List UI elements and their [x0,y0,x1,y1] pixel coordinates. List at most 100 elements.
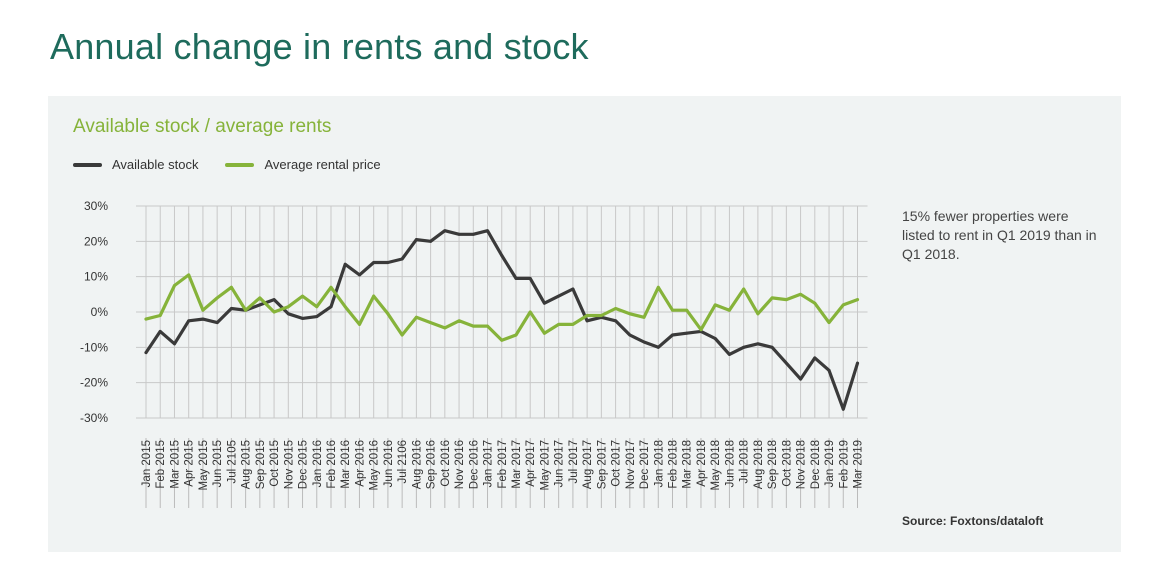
data-point-available-stock [571,287,575,291]
data-point-available-stock [514,277,518,280]
y-tick-label: -10% [80,340,108,354]
x-tick-label: Jan 2015 [141,440,153,487]
data-point-average-rental-price [656,285,660,289]
data-point-average-rental-price [856,298,859,302]
x-tick-label: Jul 2106 [397,440,409,483]
x-tick-label: Nov 2018 [796,440,808,489]
x-tick-label: Aug 2018 [753,440,765,489]
data-point-average-rental-price [343,305,347,309]
data-point-average-rental-price [443,326,447,330]
x-tick-label: Feb 2016 [326,440,338,489]
data-point-available-stock [443,229,447,233]
y-tick-label: 0% [91,305,109,319]
data-point-available-stock [585,319,589,323]
data-point-average-rental-price [414,315,418,319]
data-point-available-stock [144,351,148,355]
data-point-average-rental-price [642,315,646,319]
x-tick-label: Jun 2016 [383,440,395,487]
data-point-available-stock [301,316,304,320]
data-point-available-stock [756,342,760,346]
chart-title: Available stock / average rents [73,116,332,137]
x-tick-label: Feb 2019 [838,440,850,489]
x-tick-label: Dec 2017 [639,440,651,489]
data-point-available-stock [414,238,418,241]
x-tick-label: Apr 2017 [525,440,537,487]
data-point-average-rental-price [614,307,617,310]
data-point-average-rental-price [756,312,760,316]
data-point-available-stock [799,377,802,381]
data-point-available-stock [671,333,674,337]
data-point-average-rental-price [685,308,689,312]
x-tick-label: Sep 2017 [596,440,608,489]
data-point-average-rental-price [272,310,276,314]
x-tick-label: Jan 2016 [312,440,324,487]
y-tick-label: 10% [84,270,108,284]
x-tick-label: Jul 2018 [739,440,751,483]
chart-legend: Available stock Average rental price [73,157,408,172]
data-point-average-rental-price [429,321,432,324]
data-point-available-stock [201,317,205,321]
data-point-available-stock [457,232,461,236]
data-point-available-stock [784,361,788,365]
x-tick-label: Jan 2017 [483,440,495,487]
x-tick-label: Mar 2015 [169,440,181,489]
x-tick-label: Oct 2015 [269,440,281,487]
data-point-average-rental-price [173,284,176,287]
data-point-average-rental-price [827,321,831,324]
data-point-average-rental-price [500,338,504,342]
data-point-average-rental-price [784,298,788,302]
x-tick-label: Aug 2017 [582,440,594,489]
data-point-available-stock [557,294,561,298]
data-point-available-stock [215,321,219,324]
legend-label-rent: Average rental price [264,157,381,172]
data-point-average-rental-price [372,294,376,298]
y-tick-label: 30% [84,199,108,213]
x-tick-label: Jun 2015 [212,440,224,487]
data-point-average-rental-price [400,333,404,337]
data-point-available-stock [656,345,660,349]
data-point-average-rental-price [244,308,248,312]
data-point-average-rental-price [457,319,461,323]
data-point-available-stock [358,273,361,277]
data-point-available-stock [841,407,845,411]
data-point-average-rental-price [528,310,532,314]
data-point-available-stock [329,305,333,309]
x-tick-label: Feb 2015 [155,440,167,489]
x-tick-label: Jun 2018 [724,440,736,487]
data-point-available-stock [372,261,376,264]
data-point-available-stock [642,340,646,344]
data-point-average-rental-price [585,314,589,317]
data-point-available-stock [713,337,717,340]
legend-swatch-rent [225,162,255,167]
data-point-available-stock [742,345,746,349]
data-point-available-stock [685,331,689,335]
data-point-available-stock [187,319,191,323]
x-tick-label: Aug 2016 [411,440,423,489]
legend-item-stock: Available stock [73,157,198,172]
data-point-available-stock [628,333,632,337]
x-tick-label: Oct 2016 [440,440,452,487]
x-tick-label: Sep 2018 [767,440,779,489]
data-point-average-rental-price [671,308,674,312]
data-point-available-stock [258,303,262,307]
data-point-average-rental-price [201,308,205,312]
x-tick-label: Apr 2018 [696,440,708,487]
data-point-average-rental-price [358,322,361,326]
data-point-average-rental-price [628,312,632,316]
data-point-average-rental-price [543,331,546,335]
data-point-average-rental-price [286,305,290,309]
data-point-available-stock [728,353,731,356]
data-point-average-rental-price [728,308,731,312]
data-point-average-rental-price [215,296,219,300]
x-tick-label: Aug 2015 [241,440,253,489]
x-tick-label: Nov 2015 [283,440,295,489]
data-point-available-stock [315,315,319,318]
x-tick-label: Oct 2017 [611,440,623,487]
line-chart: 30%20%10%0%-10%-20%-30%Jan 2015 Feb 2015 M… [80,199,868,508]
data-point-average-rental-price [187,273,191,277]
x-tick-label: Apr 2015 [184,440,196,487]
data-point-average-rental-price [799,292,802,296]
y-tick-label: -20% [80,376,108,390]
x-tick-label: Mar 2019 [853,440,865,489]
x-tick-label: Nov 2016 [454,440,466,489]
